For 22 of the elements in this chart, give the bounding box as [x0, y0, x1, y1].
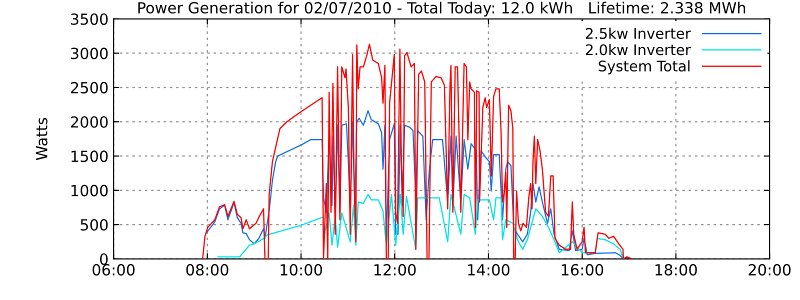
legend-label: 2.5kw Inverter: [586, 28, 691, 39]
y-tick-label: 1500: [72, 150, 108, 162]
x-tick-label: 14:00: [468, 264, 510, 276]
y-tick-label: 2000: [70, 116, 108, 128]
legend-label: 2.0kw Inverter: [586, 44, 691, 56]
x-tick-label: 12:00: [374, 264, 416, 276]
y-tick-label: 3000: [71, 48, 108, 60]
line-series: [217, 194, 624, 259]
y-axis-title: Watts: [36, 118, 48, 160]
x-tick-label: 20:00: [748, 264, 791, 276]
y-tick-label: 0: [100, 253, 108, 265]
x-tick-label: 08:00: [186, 264, 228, 276]
y-tick-label: 500: [80, 219, 108, 231]
y-tick-label: 2500: [70, 82, 108, 94]
legend-label: System Total: [598, 60, 690, 74]
x-tick-label: 16:00: [562, 264, 604, 276]
y-tick-label: 3500: [71, 13, 108, 25]
y-tick-label: 1000: [72, 184, 108, 196]
x-tick-label: 06:00: [92, 264, 135, 276]
x-tick-label: 18:00: [656, 264, 697, 276]
chart-title: Power Generation for 02/07/2010 - Total Today: 12.0 kWh Lifetime: 2.338 MWh: [138, 2, 746, 17]
x-tick-label: 10:00: [280, 264, 322, 276]
